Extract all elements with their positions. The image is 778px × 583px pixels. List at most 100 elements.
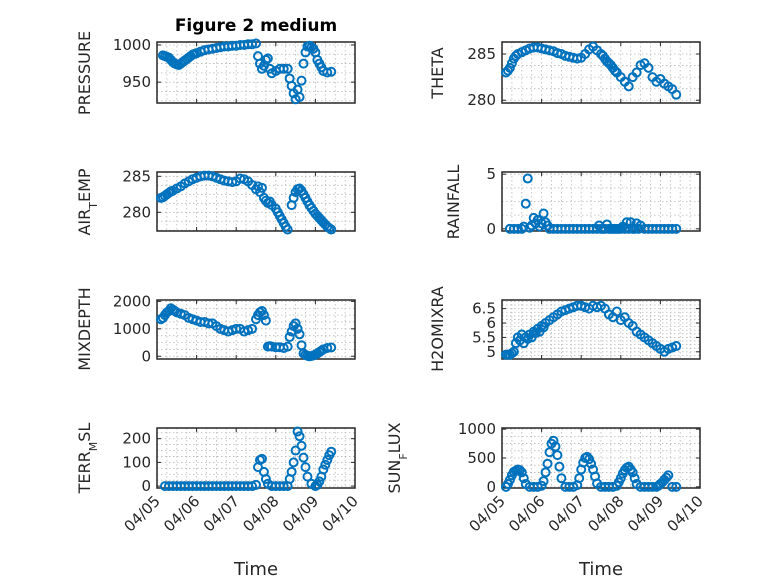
subplot-air-temp: 280 285 AIRTEMP xyxy=(75,167,356,236)
data-point xyxy=(300,462,311,473)
x-tick-label: 04/09 xyxy=(279,492,322,535)
data-point xyxy=(320,459,331,470)
data-point xyxy=(298,58,309,69)
data-point xyxy=(262,53,273,64)
data-point xyxy=(671,481,682,492)
y-tick-label: 5.5 xyxy=(472,328,496,346)
x-tick-label: 04/05 xyxy=(466,492,509,535)
x-tick-label: 04/06 xyxy=(505,492,548,535)
y-tick-label: 5 xyxy=(486,343,496,361)
data-point xyxy=(538,208,549,219)
x-tick-label: 04/06 xyxy=(160,492,203,535)
x-tick-label: 04/10 xyxy=(664,492,707,535)
data-point xyxy=(294,92,305,103)
data-point xyxy=(615,473,626,484)
y-axis-label: PRESSURE xyxy=(75,31,94,115)
y-tick-label: 200 xyxy=(122,430,151,448)
data-point xyxy=(314,476,325,487)
y-tick-label: 1000 xyxy=(458,420,496,438)
data-point xyxy=(504,474,515,485)
figure-title: Figure 2 medium xyxy=(175,16,337,36)
data-point xyxy=(282,63,293,74)
y-tick-label: 285 xyxy=(467,45,496,63)
data-point xyxy=(506,58,517,69)
data-point xyxy=(667,223,678,234)
y-tick-label: 1000 xyxy=(113,320,151,338)
axes-frame xyxy=(156,299,356,360)
subplot-rainfall: 0 5 RAINFALL xyxy=(444,165,701,240)
y-tick-label: 0 xyxy=(141,477,151,495)
y-axis-label: H2OMIXRA xyxy=(428,286,447,372)
data-point xyxy=(322,343,333,354)
data-point xyxy=(538,476,549,487)
data-point xyxy=(508,346,519,357)
data-point xyxy=(643,62,654,73)
data-point xyxy=(256,453,267,464)
data-point xyxy=(518,473,529,484)
y-tick-label: 280 xyxy=(467,91,496,109)
data-point xyxy=(247,39,258,50)
data-point xyxy=(284,332,295,343)
data-point xyxy=(552,450,563,461)
data-point xyxy=(554,461,565,472)
data-point xyxy=(671,89,682,100)
data-point xyxy=(256,182,267,193)
data-point xyxy=(318,464,329,475)
y-tick-label: 0 xyxy=(486,220,496,238)
data-point xyxy=(326,342,337,353)
data-point xyxy=(288,457,299,468)
data-point xyxy=(609,65,620,76)
y-tick-label: 2000 xyxy=(113,292,151,310)
y-tick-label: 0 xyxy=(486,478,496,496)
data-point xyxy=(247,323,258,334)
data-point xyxy=(671,223,682,234)
subplot-h2omixra: 55.566.5 H2OMIXRA xyxy=(428,286,701,372)
data-point xyxy=(260,473,271,484)
x-tick-label: 04/08 xyxy=(239,492,282,535)
y-tick-label: 950 xyxy=(122,73,151,91)
data-point xyxy=(542,458,553,469)
y-axis-label: SUNFLUX xyxy=(385,422,410,493)
data-point xyxy=(611,306,622,317)
data-point xyxy=(667,481,678,492)
data-point xyxy=(520,198,531,209)
data-point xyxy=(629,223,640,234)
data-point xyxy=(574,473,585,484)
y-axis-label: RAINFALL xyxy=(444,165,463,240)
data-point xyxy=(294,431,305,442)
y-axis-label: TERRMSL xyxy=(75,423,100,495)
subplot-mixdepth: 0 1000 2000 MIXDEPTH xyxy=(75,287,356,371)
data-point xyxy=(294,329,305,340)
data-point xyxy=(290,318,301,329)
data-point xyxy=(663,470,674,481)
data-point xyxy=(296,440,307,451)
data-point xyxy=(586,458,597,469)
data-point xyxy=(322,455,333,466)
data-point xyxy=(292,426,303,437)
data-point xyxy=(504,62,515,73)
x-tick-label: 04/05 xyxy=(121,492,164,535)
data-point xyxy=(584,454,595,465)
y-axis-label: THETA xyxy=(428,47,447,99)
data-point xyxy=(621,217,632,228)
axes-frame xyxy=(156,171,356,232)
y-tick-label: 0 xyxy=(141,347,151,365)
data-point xyxy=(522,173,533,184)
subplot-pressure: 950 1000 PRESSURE xyxy=(75,31,356,115)
y-tick-label: 6.5 xyxy=(472,300,496,318)
data-point xyxy=(550,441,561,452)
data-point xyxy=(282,341,293,352)
data-point xyxy=(286,466,297,477)
x-tick-label: 04/09 xyxy=(624,492,667,535)
axes-frame xyxy=(501,299,701,360)
data-point xyxy=(556,473,567,484)
data-point xyxy=(623,81,634,92)
data-point xyxy=(512,223,523,234)
data-point xyxy=(278,63,289,74)
y-tick-label: 6 xyxy=(486,314,496,332)
data-point xyxy=(326,224,337,235)
data-point xyxy=(536,480,547,491)
data-point xyxy=(288,192,299,203)
y-tick-label: 500 xyxy=(467,449,496,467)
data-point xyxy=(290,445,301,456)
